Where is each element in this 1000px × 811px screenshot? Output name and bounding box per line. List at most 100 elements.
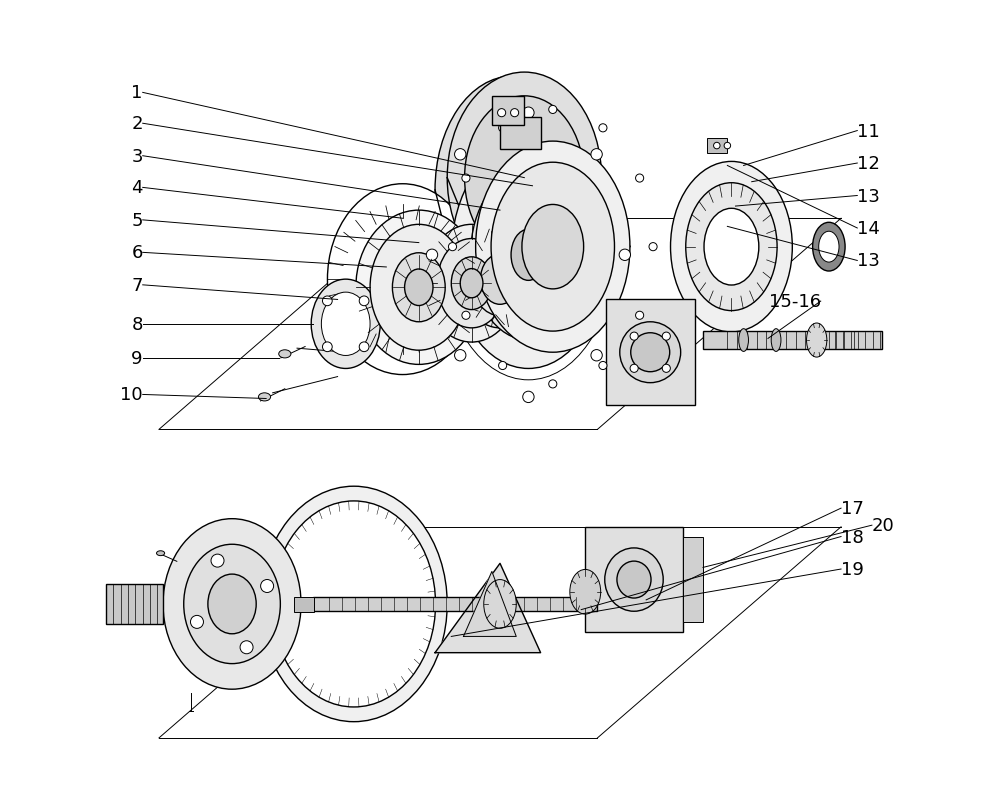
Circle shape: [662, 333, 670, 341]
Circle shape: [619, 250, 631, 261]
Text: 20: 20: [872, 517, 895, 534]
Ellipse shape: [356, 211, 482, 365]
Ellipse shape: [208, 574, 256, 634]
Bar: [492, 97, 524, 126]
Ellipse shape: [184, 545, 280, 663]
Circle shape: [649, 243, 657, 251]
Circle shape: [322, 342, 332, 352]
Circle shape: [462, 312, 470, 320]
Ellipse shape: [522, 205, 584, 290]
Bar: [500, 118, 541, 150]
Circle shape: [261, 580, 274, 593]
Circle shape: [359, 297, 369, 307]
Circle shape: [630, 333, 638, 341]
Text: 1: 1: [131, 84, 143, 102]
Ellipse shape: [272, 501, 436, 707]
Bar: [313, 597, 597, 611]
Ellipse shape: [501, 216, 555, 295]
Bar: [606, 300, 695, 406]
Ellipse shape: [311, 280, 380, 369]
Ellipse shape: [258, 393, 271, 401]
Ellipse shape: [570, 569, 601, 615]
Bar: [683, 538, 703, 622]
Ellipse shape: [392, 253, 445, 322]
Ellipse shape: [461, 231, 539, 328]
Ellipse shape: [435, 77, 589, 304]
Ellipse shape: [484, 580, 516, 629]
Circle shape: [549, 106, 557, 114]
Ellipse shape: [739, 329, 748, 352]
Circle shape: [636, 312, 644, 320]
Ellipse shape: [163, 519, 301, 689]
Ellipse shape: [157, 551, 165, 556]
Text: 13: 13: [857, 252, 880, 270]
Ellipse shape: [451, 258, 492, 311]
Ellipse shape: [321, 293, 370, 356]
Circle shape: [359, 342, 369, 352]
Text: 9: 9: [131, 350, 143, 367]
Ellipse shape: [471, 170, 586, 341]
Circle shape: [599, 125, 607, 133]
Text: 15-16: 15-16: [769, 293, 821, 311]
Ellipse shape: [605, 548, 663, 611]
Circle shape: [591, 149, 602, 161]
Ellipse shape: [460, 269, 483, 298]
Bar: [707, 139, 727, 154]
Text: 6: 6: [131, 244, 143, 262]
Text: 4: 4: [131, 179, 143, 197]
Ellipse shape: [405, 269, 433, 307]
Circle shape: [591, 350, 602, 362]
Circle shape: [499, 125, 507, 133]
Ellipse shape: [819, 232, 839, 263]
Ellipse shape: [481, 255, 519, 305]
Bar: [585, 527, 683, 633]
Ellipse shape: [491, 163, 614, 332]
Circle shape: [455, 350, 466, 362]
Ellipse shape: [260, 487, 447, 722]
Ellipse shape: [617, 561, 651, 599]
Bar: [606, 300, 638, 406]
Text: 8: 8: [131, 315, 143, 333]
Circle shape: [724, 143, 731, 150]
Polygon shape: [463, 572, 516, 637]
Ellipse shape: [511, 230, 546, 281]
Bar: [703, 332, 882, 350]
Ellipse shape: [370, 225, 468, 350]
Ellipse shape: [327, 185, 478, 375]
Circle shape: [714, 143, 720, 150]
Circle shape: [599, 362, 607, 370]
Circle shape: [190, 616, 203, 629]
Text: 12: 12: [857, 155, 880, 173]
Ellipse shape: [631, 333, 670, 372]
Text: 10: 10: [120, 386, 143, 404]
Text: 3: 3: [131, 148, 143, 165]
Ellipse shape: [686, 183, 777, 311]
Bar: [106, 584, 163, 624]
Text: 13: 13: [857, 187, 880, 205]
Text: 17: 17: [841, 500, 864, 517]
Ellipse shape: [447, 73, 601, 284]
Circle shape: [511, 109, 519, 118]
Circle shape: [636, 175, 644, 183]
Circle shape: [662, 365, 670, 373]
Text: 14: 14: [857, 220, 880, 238]
Polygon shape: [447, 178, 630, 247]
Circle shape: [240, 641, 253, 654]
Text: 11: 11: [857, 122, 880, 140]
Ellipse shape: [425, 225, 518, 343]
Circle shape: [462, 175, 470, 183]
Circle shape: [549, 380, 557, 388]
Polygon shape: [435, 564, 541, 653]
Text: 2: 2: [131, 115, 143, 133]
Ellipse shape: [771, 329, 781, 352]
Ellipse shape: [620, 323, 681, 384]
Ellipse shape: [472, 243, 528, 316]
Ellipse shape: [671, 162, 792, 333]
Circle shape: [448, 243, 457, 251]
Ellipse shape: [476, 142, 630, 353]
Circle shape: [211, 555, 224, 568]
Ellipse shape: [279, 350, 291, 358]
Circle shape: [322, 297, 332, 307]
Circle shape: [426, 250, 438, 261]
Circle shape: [499, 362, 507, 370]
